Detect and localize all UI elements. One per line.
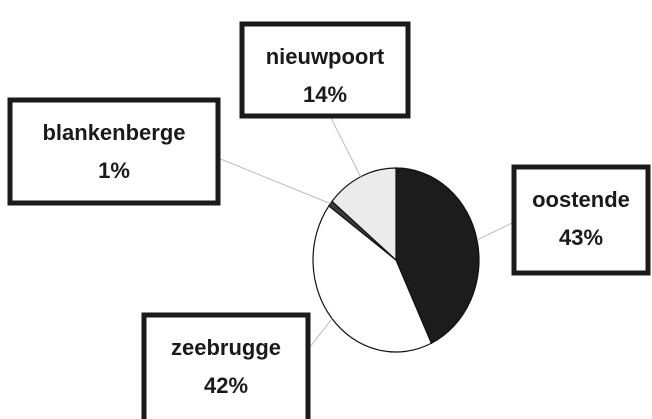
leader-line bbox=[476, 221, 515, 241]
pie-slice bbox=[312, 205, 433, 353]
leader-line bbox=[329, 115, 362, 177]
slice-name: nieuwpoort bbox=[266, 44, 385, 69]
slice-value-label: 43% bbox=[559, 225, 603, 250]
slice-value-label: 1% bbox=[98, 158, 130, 183]
slice-value-label: 42% bbox=[204, 373, 248, 398]
slice-name: blankenberge bbox=[42, 120, 185, 145]
label-box bbox=[511, 164, 651, 276]
slice-value-label: 14% bbox=[303, 82, 347, 107]
label-box bbox=[239, 21, 411, 119]
slice-name: oostende bbox=[532, 187, 630, 212]
leader-line bbox=[217, 157, 331, 205]
pie-slice bbox=[331, 167, 397, 262]
label-box bbox=[141, 312, 311, 419]
slice-name: zeebrugge bbox=[171, 335, 281, 360]
label-box bbox=[7, 97, 221, 206]
